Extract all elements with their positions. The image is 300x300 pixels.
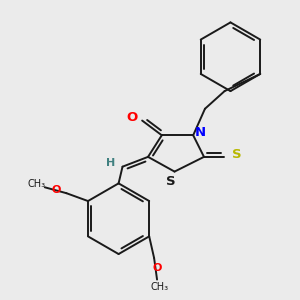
Text: CH₃: CH₃ xyxy=(151,282,169,292)
Text: O: O xyxy=(52,185,61,195)
Text: H: H xyxy=(106,158,116,168)
Text: O: O xyxy=(152,263,162,273)
Text: S: S xyxy=(166,175,175,188)
Text: CH₃: CH₃ xyxy=(28,179,46,189)
Text: O: O xyxy=(127,111,138,124)
Text: N: N xyxy=(194,126,206,139)
Text: S: S xyxy=(232,148,241,161)
